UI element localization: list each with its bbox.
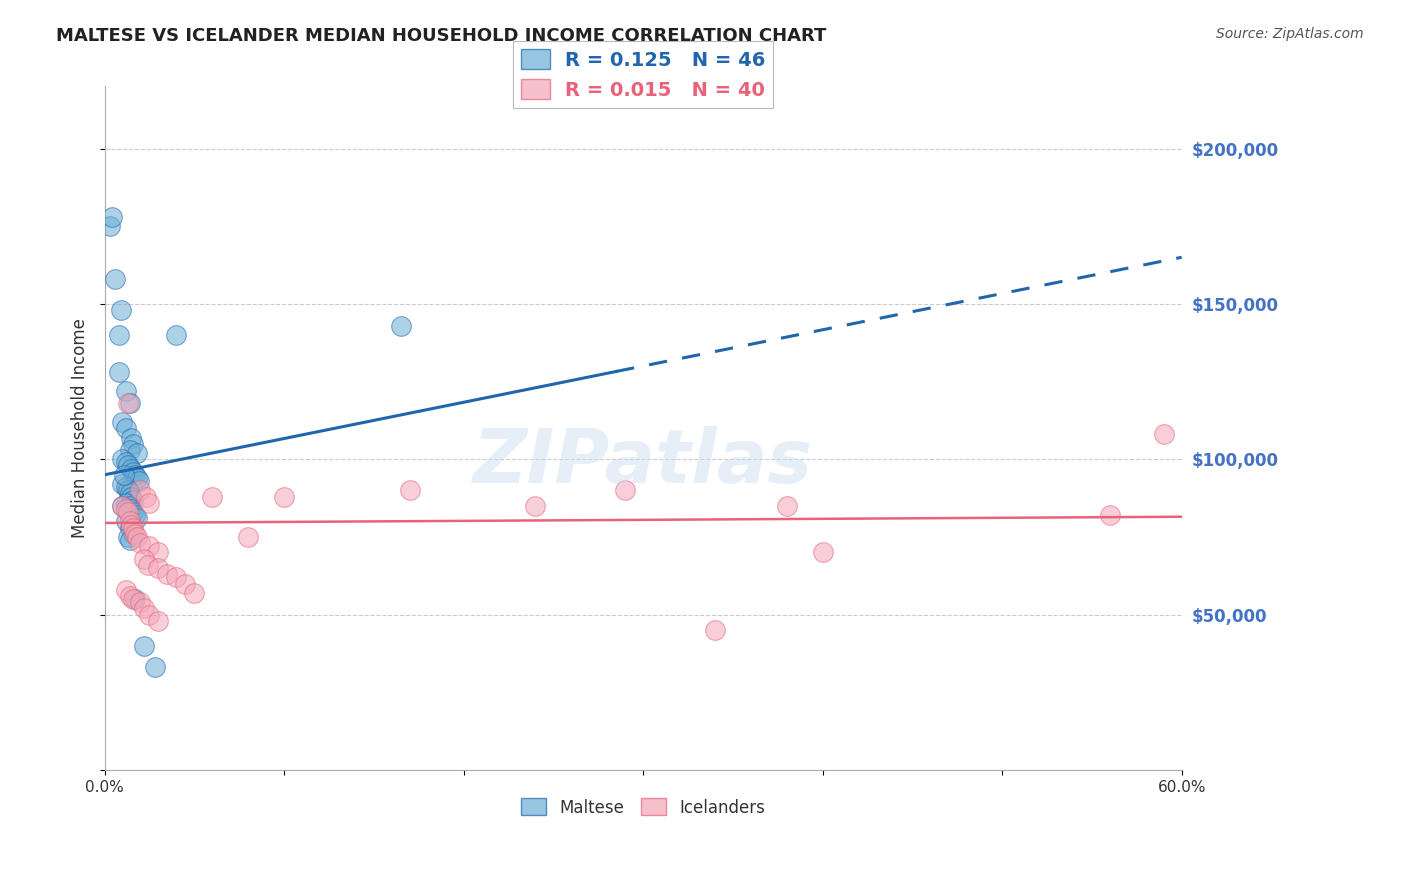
Point (122, 505, 145, 519)
Point (120, 461, 142, 475)
Point (115, 421, 138, 435)
Point (115, 515, 138, 529)
Point (118, 442, 141, 457)
Point (124, 592, 146, 607)
Point (148, 545, 170, 559)
Point (128, 474, 150, 488)
Point (125, 446, 148, 460)
Point (118, 520, 141, 534)
Text: ZIPatlas: ZIPatlas (472, 425, 813, 499)
Point (143, 660, 166, 674)
Point (776, 499, 799, 513)
Point (115, 384, 138, 398)
Point (174, 576, 197, 591)
Point (201, 490, 224, 504)
Point (811, 545, 834, 559)
Point (118, 396, 141, 410)
Point (124, 526, 146, 541)
Point (614, 483, 637, 498)
Point (118, 589, 141, 603)
Point (118, 486, 141, 500)
Point (132, 639, 155, 653)
Point (117, 396, 139, 410)
Point (111, 499, 134, 513)
Point (120, 490, 142, 504)
Point (111, 477, 134, 491)
Point (100, 210, 122, 224)
Point (1153, 427, 1175, 442)
Point (148, 614, 170, 628)
Point (524, 499, 547, 513)
Text: Source: ZipAtlas.com: Source: ZipAtlas.com (1216, 27, 1364, 41)
Point (129, 595, 152, 609)
Point (1098, 508, 1121, 523)
Point (120, 517, 142, 532)
Point (108, 365, 131, 379)
Point (165, 328, 187, 343)
Point (115, 582, 138, 597)
Point (124, 508, 146, 523)
Point (138, 496, 160, 510)
Point (112, 467, 135, 482)
Point (703, 623, 725, 637)
Point (111, 499, 134, 513)
Point (120, 430, 142, 444)
Point (117, 483, 139, 498)
Point (118, 515, 141, 529)
Point (122, 526, 145, 541)
Point (122, 436, 145, 450)
Point (165, 570, 187, 584)
Point (398, 483, 420, 498)
Legend: Maltese, Icelanders: Maltese, Icelanders (515, 792, 772, 823)
Point (273, 490, 295, 504)
Point (115, 480, 138, 494)
Point (129, 536, 152, 550)
Point (138, 607, 160, 622)
Point (117, 505, 139, 519)
Point (136, 558, 159, 572)
Point (122, 520, 145, 534)
Point (122, 492, 145, 507)
Point (122, 465, 145, 479)
Point (115, 496, 138, 510)
Point (132, 551, 155, 566)
Point (129, 483, 152, 498)
Point (115, 502, 138, 516)
Point (108, 328, 131, 343)
Point (236, 530, 259, 544)
Point (104, 272, 127, 286)
Point (117, 458, 139, 473)
Point (125, 530, 148, 544)
Point (118, 499, 141, 513)
Point (389, 318, 412, 333)
Point (156, 567, 179, 582)
Point (118, 533, 141, 547)
Point (111, 452, 134, 467)
Point (110, 303, 132, 318)
Point (138, 539, 160, 553)
Point (120, 502, 142, 516)
Y-axis label: Median Household Income: Median Household Income (72, 318, 89, 538)
Point (124, 467, 146, 482)
Point (117, 530, 139, 544)
Point (115, 455, 138, 469)
Point (183, 586, 205, 600)
Point (135, 490, 157, 504)
Text: MALTESE VS ICELANDER MEDIAN HOUSEHOLD INCOME CORRELATION CHART: MALTESE VS ICELANDER MEDIAN HOUSEHOLD IN… (56, 27, 827, 45)
Point (132, 601, 155, 615)
Point (148, 561, 170, 575)
Point (111, 415, 134, 429)
Point (122, 592, 145, 607)
Point (125, 471, 148, 485)
Point (98, 219, 121, 234)
Point (125, 511, 148, 525)
